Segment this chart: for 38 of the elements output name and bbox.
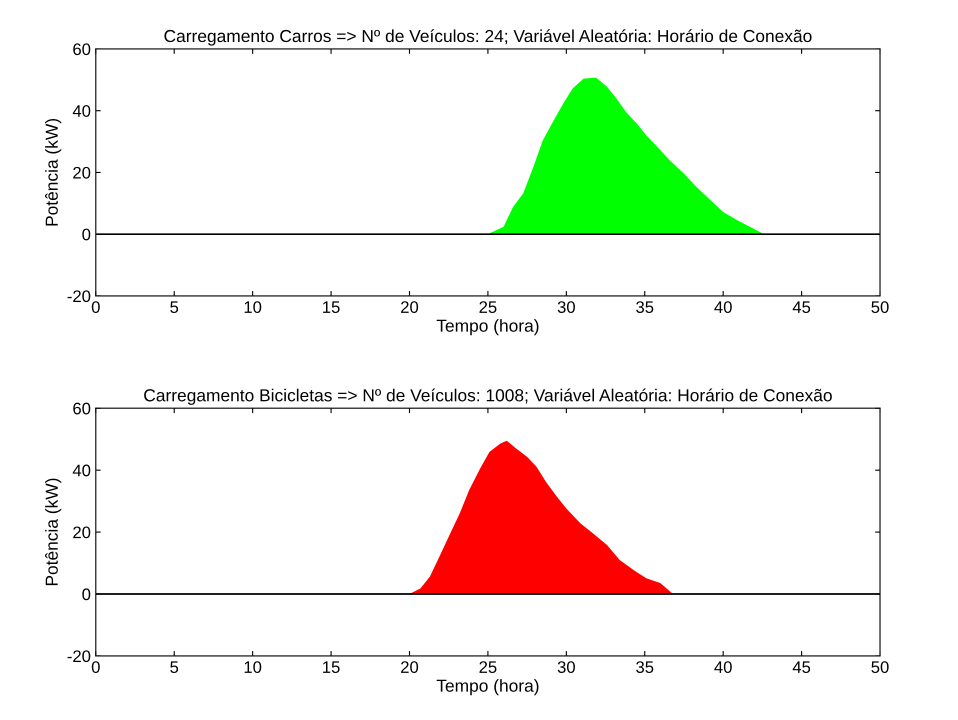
y-tick-label: 60 (73, 402, 90, 414)
x-tick-label: 20 (401, 661, 418, 674)
x-tick-label: 15 (323, 301, 340, 314)
x-tick-label: 35 (636, 301, 654, 314)
x-tick-label: 25 (479, 301, 496, 314)
y-tick-label: -20 (68, 290, 90, 302)
x-tick-label: 30 (558, 301, 575, 314)
x-tick-label: 0 (92, 301, 100, 314)
chart-title: Carregamento Carros => Nº de Veículos: 24; Variável Aleatória: Horário de Conexão (164, 29, 812, 46)
x-tick-label: 20 (401, 301, 418, 314)
x-tick-label: 50 (871, 661, 889, 674)
y-tick-label: 40 (72, 105, 90, 117)
chart-title: Carregamento Bicicletas => Nº de Veículos: 1008; Variável Aleatória: Horário de Conexão (144, 388, 832, 405)
y-tick-label: 0 (82, 588, 90, 600)
x-axis-title: Tempo (hora) (436, 319, 538, 336)
x-tick-label: 30 (558, 661, 575, 674)
y-axis-title: Potência (kW) (45, 119, 62, 226)
x-tick-label: 15 (323, 661, 340, 674)
x-tick-label: 10 (244, 661, 262, 674)
x-tick-label: 35 (636, 661, 654, 674)
x-tick-label: 40 (714, 661, 732, 674)
x-tick-label: 0 (92, 661, 100, 674)
y-axis-title: Potência (kW) (45, 478, 62, 586)
y-tick-label: 0 (82, 228, 90, 240)
x-tick-label: 25 (479, 661, 496, 674)
y-tick-label: 20 (73, 526, 90, 538)
y-tick-label: 40 (72, 464, 90, 476)
x-tick-label: 40 (714, 301, 732, 314)
y-tick-label: 20 (73, 166, 90, 179)
x-tick-label: 5 (170, 661, 178, 674)
x-tick-label: 45 (792, 301, 810, 314)
x-tick-label: 45 (792, 661, 810, 674)
x-tick-label: 5 (170, 301, 178, 314)
y-tick-label: 60 (73, 43, 90, 56)
x-tick-label: 50 (871, 301, 889, 314)
y-tick-label: -20 (68, 650, 90, 662)
x-tick-label: 10 (244, 301, 262, 314)
x-axis-title: Tempo (hora) (436, 679, 538, 696)
